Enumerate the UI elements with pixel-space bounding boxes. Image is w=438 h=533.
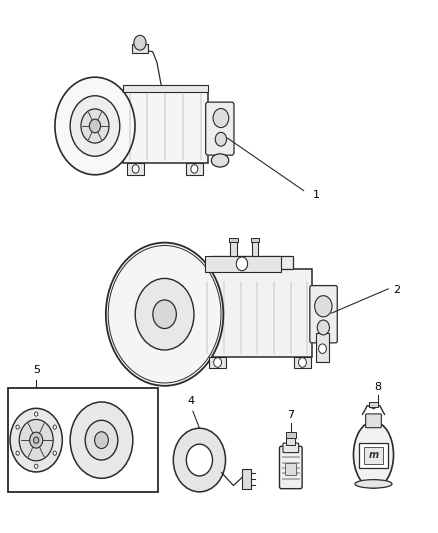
Ellipse shape: [355, 480, 392, 488]
Bar: [8, 389, 158, 492]
Circle shape: [135, 278, 194, 350]
Bar: [242, 469, 251, 489]
Circle shape: [317, 320, 329, 335]
Circle shape: [299, 358, 306, 367]
Bar: [286, 437, 295, 445]
Bar: [294, 357, 311, 368]
Text: 8: 8: [374, 382, 381, 392]
Bar: [127, 163, 144, 175]
Circle shape: [10, 408, 62, 472]
FancyBboxPatch shape: [279, 446, 302, 489]
Bar: [251, 241, 258, 256]
Circle shape: [95, 432, 108, 449]
Circle shape: [85, 421, 118, 460]
Bar: [229, 238, 237, 242]
Circle shape: [55, 77, 135, 175]
Circle shape: [70, 402, 133, 478]
Bar: [369, 402, 378, 407]
Circle shape: [34, 437, 39, 443]
Text: 2: 2: [393, 285, 400, 295]
Circle shape: [186, 444, 212, 476]
Circle shape: [153, 300, 177, 328]
Text: 7: 7: [287, 410, 294, 420]
FancyBboxPatch shape: [366, 414, 381, 427]
Text: 5: 5: [33, 365, 40, 375]
Bar: [286, 432, 296, 438]
Circle shape: [81, 109, 109, 143]
Circle shape: [318, 344, 326, 353]
Circle shape: [35, 464, 38, 469]
Bar: [123, 92, 208, 163]
Bar: [212, 256, 293, 269]
Text: m: m: [368, 450, 378, 461]
Text: 4: 4: [187, 396, 194, 406]
Bar: [123, 85, 208, 92]
Circle shape: [53, 425, 57, 429]
Circle shape: [53, 451, 57, 455]
Bar: [359, 442, 388, 468]
Circle shape: [134, 35, 146, 50]
Circle shape: [16, 451, 19, 455]
Circle shape: [30, 432, 43, 448]
Circle shape: [106, 243, 223, 386]
Bar: [209, 357, 226, 368]
Text: 1: 1: [313, 190, 320, 200]
Circle shape: [16, 425, 19, 429]
Bar: [285, 463, 297, 475]
Circle shape: [214, 358, 222, 367]
Bar: [203, 269, 311, 357]
Bar: [132, 44, 148, 53]
Ellipse shape: [212, 154, 229, 167]
Circle shape: [314, 296, 332, 317]
FancyBboxPatch shape: [206, 102, 234, 155]
Bar: [251, 238, 259, 242]
Circle shape: [89, 119, 101, 133]
Ellipse shape: [353, 422, 393, 488]
Circle shape: [132, 165, 139, 173]
Bar: [230, 241, 237, 256]
FancyBboxPatch shape: [205, 256, 281, 272]
Circle shape: [215, 132, 226, 146]
Circle shape: [173, 428, 226, 492]
Circle shape: [35, 412, 38, 416]
FancyBboxPatch shape: [310, 286, 337, 343]
Circle shape: [236, 257, 247, 271]
Circle shape: [213, 109, 229, 127]
FancyBboxPatch shape: [283, 443, 299, 453]
Bar: [364, 447, 383, 464]
Circle shape: [70, 96, 120, 156]
Bar: [316, 333, 329, 362]
Bar: [186, 163, 203, 175]
Circle shape: [19, 419, 53, 461]
Circle shape: [191, 165, 198, 173]
